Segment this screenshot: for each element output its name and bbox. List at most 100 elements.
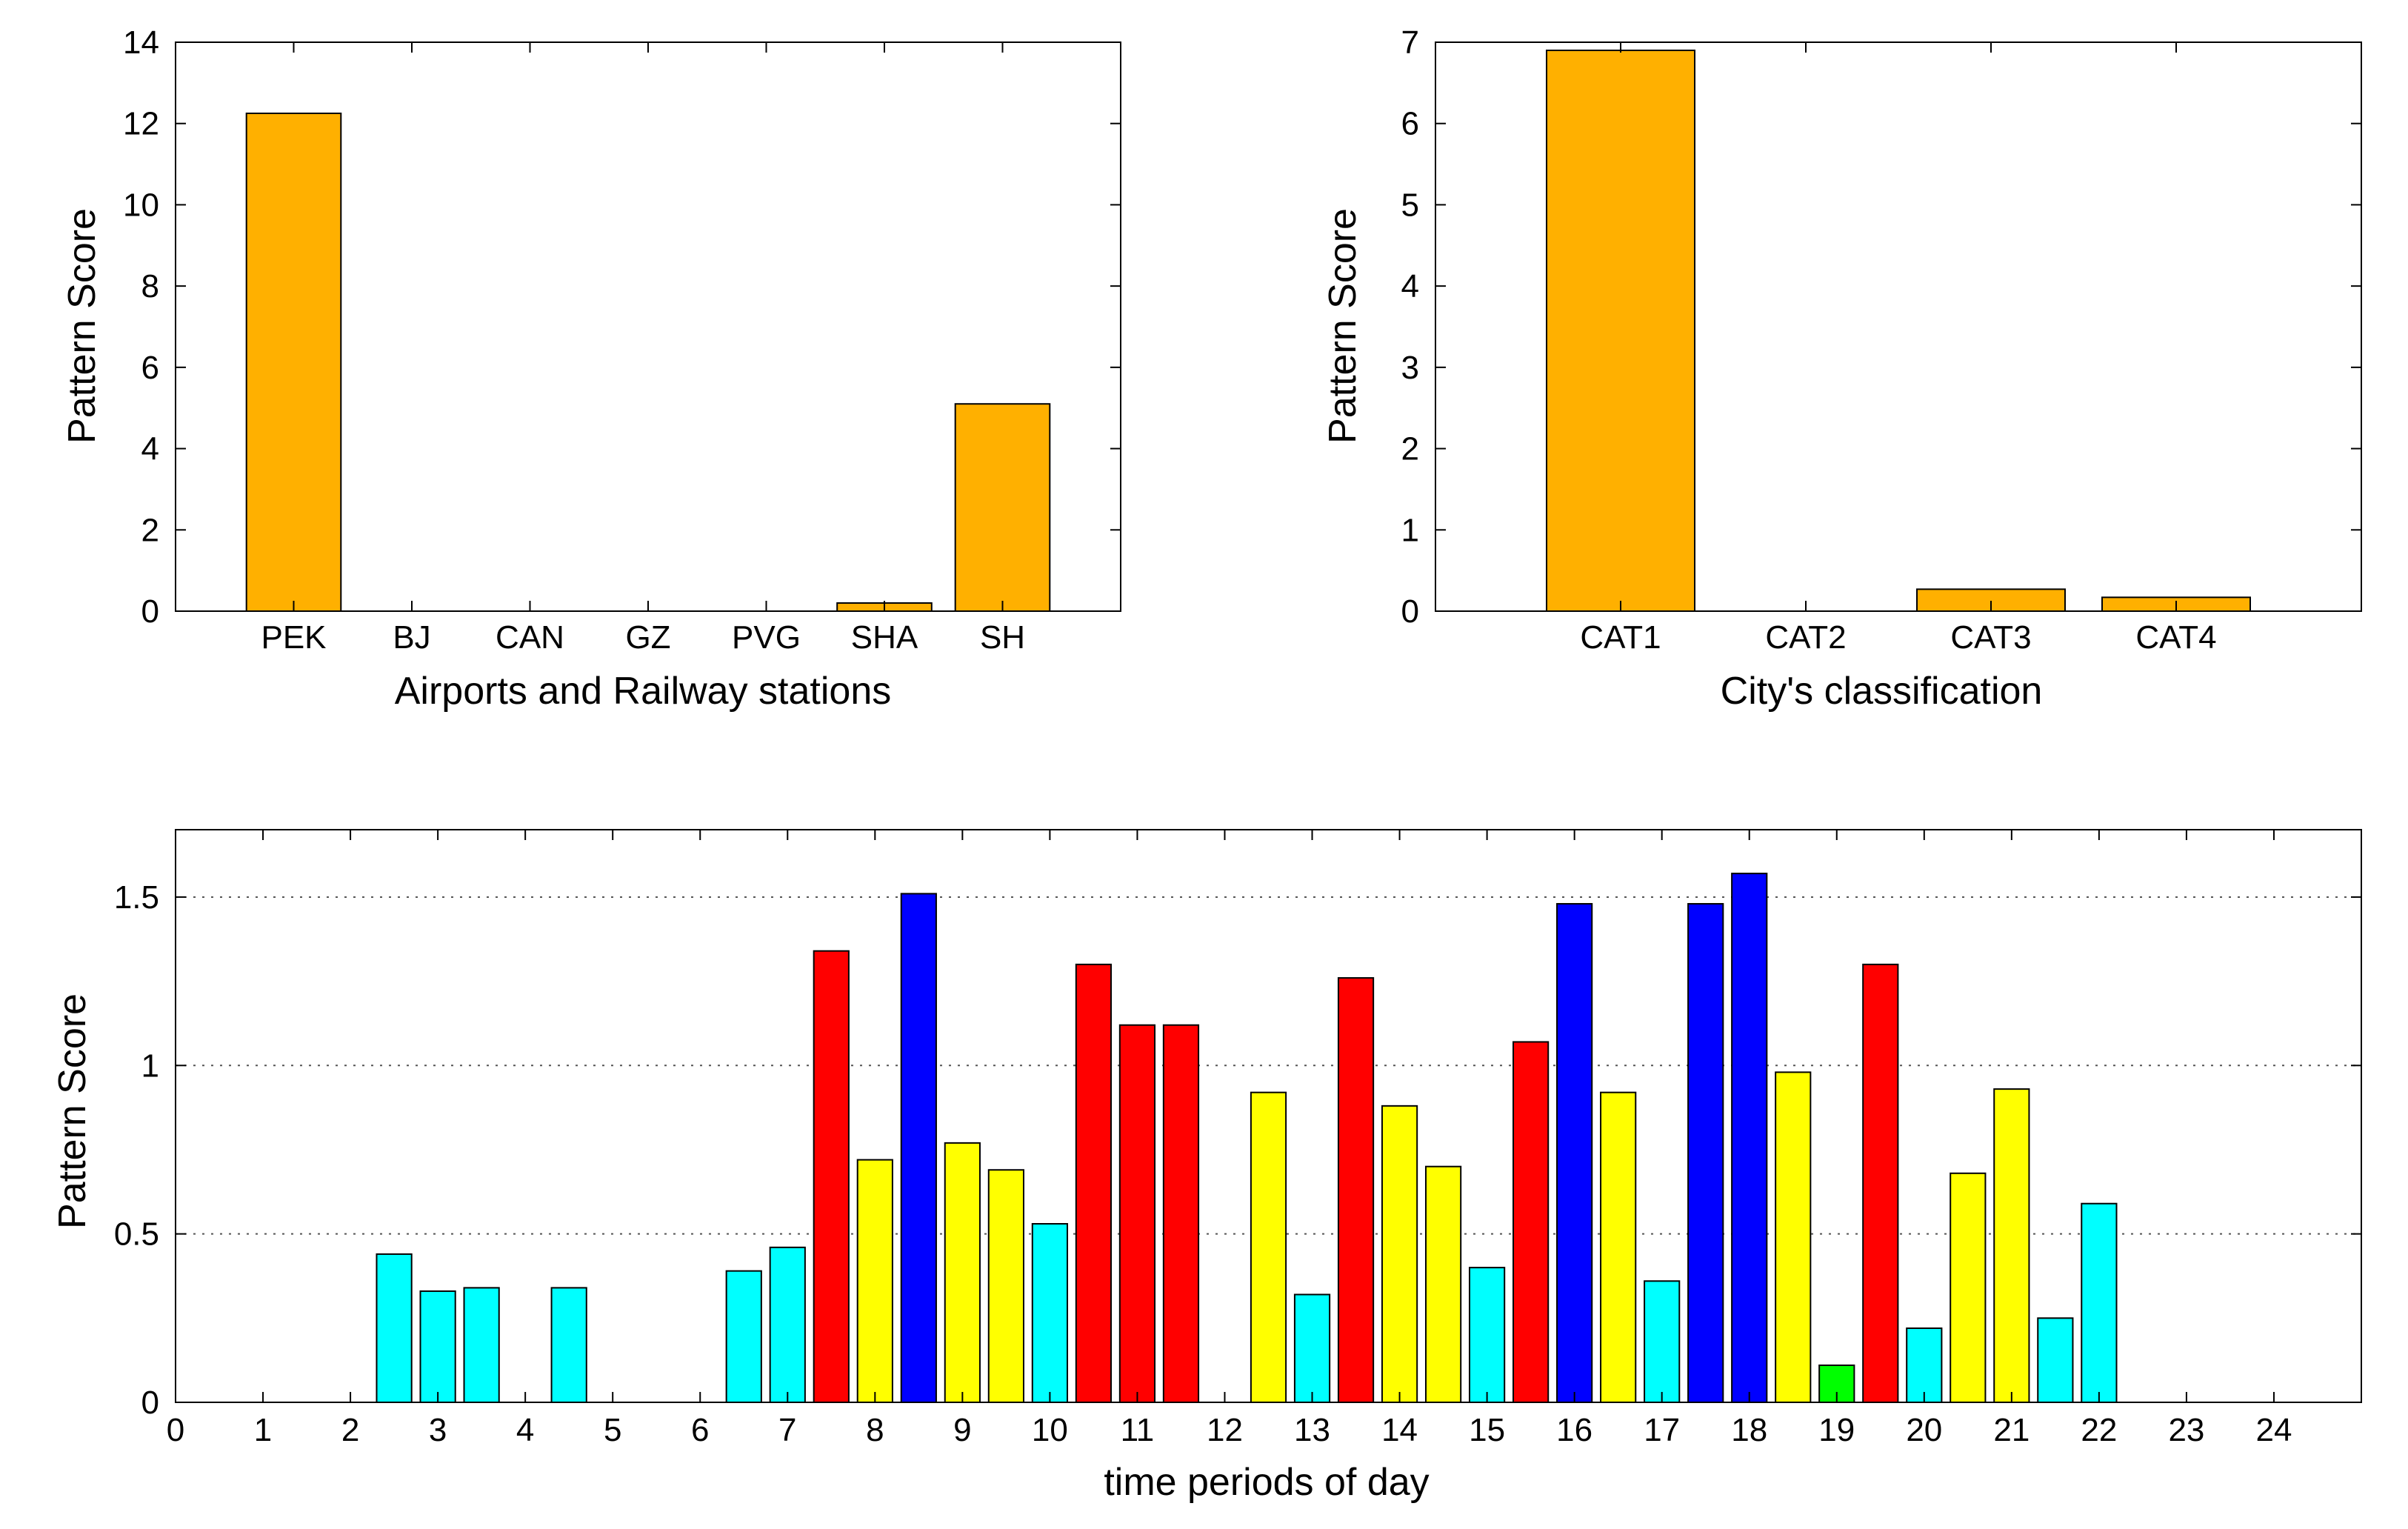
x-tick-label: 0 [167, 1412, 184, 1448]
bar-period-19 [1424, 1165, 1462, 1404]
y-tick-label: 6 [141, 350, 159, 386]
x-tick-label: 7 [778, 1412, 796, 1448]
bar-period-0 [376, 1253, 413, 1404]
y-tick-label: 1 [1401, 512, 1419, 548]
x-tick-label: 21 [1993, 1412, 2030, 1448]
bar-period-17 [1337, 977, 1375, 1403]
chart1-x-axis-label: Airports and Railway stations [395, 670, 892, 713]
bar-period-33 [2037, 1317, 2074, 1403]
x-tick-label: 3 [429, 1412, 447, 1448]
x-tick-label: CAT4 [2135, 619, 2216, 656]
bar-period-14 [1162, 1024, 1200, 1403]
chart-city-classification: City's classification Pattern Score CAT1… [1321, 24, 2362, 713]
y-tick-label: 12 [123, 106, 159, 142]
y-tick-label: 10 [123, 187, 159, 223]
chart3-x-axis-label: time periods of day [1104, 1461, 1429, 1504]
x-tick-label: PVG [732, 619, 801, 656]
bar-period-23 [1600, 1091, 1637, 1403]
y-tick-label: 0 [141, 1385, 159, 1421]
x-tick-label: 18 [1731, 1412, 1767, 1448]
chart1-y-axis-label: Pattern Score [61, 208, 104, 444]
x-tick-label: CAT2 [1765, 619, 1846, 656]
x-tick-label: 4 [516, 1412, 534, 1448]
x-tick-label: 11 [1121, 1412, 1155, 1448]
bar-period-21 [1512, 1041, 1550, 1404]
x-tick-label: 17 [1644, 1412, 1680, 1448]
bar-period-3 [550, 1287, 587, 1404]
y-tick-label: 4 [1401, 268, 1419, 304]
bar-period-30 [1906, 1327, 1943, 1404]
x-tick-label: 22 [2081, 1412, 2117, 1448]
bar-period-24 [1644, 1280, 1681, 1404]
x-tick-label: 6 [691, 1412, 709, 1448]
x-tick-label: 5 [604, 1412, 621, 1448]
bar-period-29 [1862, 963, 1899, 1403]
x-tick-label: BJ [393, 619, 430, 656]
axes-box [1435, 41, 2362, 612]
bar-cat1 [1546, 49, 1695, 612]
bar-period-15 [1250, 1091, 1287, 1403]
x-tick-label: GZ [625, 619, 670, 656]
x-tick-label: CAN [496, 619, 564, 656]
x-tick-label: 19 [1818, 1412, 1855, 1448]
x-tick-label: 16 [1556, 1412, 1592, 1448]
bar-period-9 [944, 1142, 981, 1403]
x-tick-label: SH [980, 619, 1025, 656]
bar-period-25 [1687, 903, 1724, 1403]
y-tick-label: 14 [123, 24, 159, 61]
y-tick-label: 6 [1401, 106, 1419, 142]
bar-period-10 [987, 1169, 1024, 1403]
bar-period-6 [813, 950, 850, 1403]
x-tick-label: 1 [254, 1412, 272, 1448]
bar-period-20 [1468, 1267, 1506, 1404]
y-tick-label: 0.5 [114, 1216, 159, 1253]
x-tick-label: 24 [2255, 1412, 2292, 1448]
bar-period-18 [1381, 1105, 1418, 1403]
bar-period-8 [900, 893, 937, 1404]
bar-period-16 [1293, 1293, 1331, 1404]
x-tick-label: 20 [1906, 1412, 1942, 1448]
bar-period-34 [2081, 1202, 2118, 1403]
bar-period-4 [725, 1270, 762, 1403]
y-tick-label: 3 [1401, 350, 1419, 386]
bar-period-7 [856, 1159, 893, 1404]
bar-period-13 [1118, 1024, 1156, 1403]
y-tick-label: 2 [141, 512, 159, 548]
bar-period-27 [1775, 1071, 1812, 1403]
y-tick-label: 7 [1401, 24, 1419, 61]
x-tick-label: 8 [866, 1412, 884, 1448]
x-tick-label: CAT3 [1950, 619, 2031, 656]
chart2-x-axis-label: City's classification [1721, 670, 2043, 713]
y-tick-label: 4 [141, 431, 159, 467]
x-tick-label: SHA [851, 619, 918, 656]
bar-sh [954, 403, 1051, 612]
bar-period-11 [1031, 1223, 1069, 1403]
x-tick-label: 13 [1294, 1412, 1330, 1448]
bar-period-22 [1556, 903, 1593, 1403]
bar-period-32 [1993, 1088, 2030, 1403]
x-tick-label: 10 [1032, 1412, 1068, 1448]
axes-box [175, 829, 2362, 1403]
x-tick-label: 15 [1469, 1412, 1505, 1448]
x-tick-label: 12 [1207, 1412, 1243, 1448]
y-tick-label: 8 [141, 268, 159, 304]
bar-pek [245, 113, 342, 612]
bar-period-2 [463, 1287, 500, 1404]
x-tick-label: 14 [1381, 1412, 1418, 1448]
x-tick-label: 9 [953, 1412, 971, 1448]
bar-period-5 [769, 1246, 806, 1404]
bar-period-12 [1075, 963, 1113, 1403]
chart3-y-axis-label: Pattern Score [51, 993, 94, 1229]
bar-period-1 [419, 1290, 456, 1403]
y-tick-label: 1 [141, 1047, 159, 1084]
x-tick-label: CAT1 [1580, 619, 1661, 656]
chart-airports-stations: Airports and Railway stations Pattern Sc… [61, 24, 1121, 713]
bar-period-26 [1731, 873, 1768, 1404]
x-tick-label: PEK [261, 619, 326, 656]
y-tick-label: 1.5 [114, 879, 159, 916]
y-tick-label: 2 [1401, 431, 1419, 467]
x-tick-label: 2 [341, 1412, 359, 1448]
y-tick-label: 0 [141, 593, 159, 630]
